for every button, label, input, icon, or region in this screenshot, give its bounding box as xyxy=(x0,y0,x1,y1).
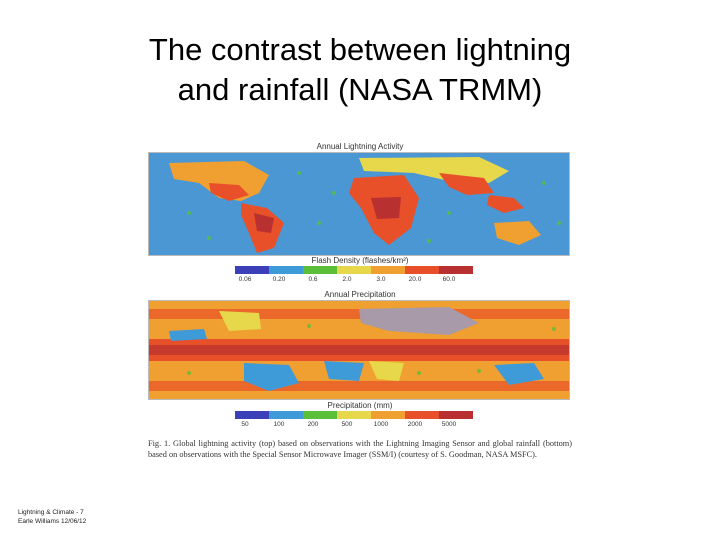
footer-line-1: Lightning & Climate - 7 xyxy=(18,509,84,516)
colorbar-segment xyxy=(405,411,439,419)
colorbar-tick: 2.0 xyxy=(342,276,352,283)
colorbar-tick: 60.0 xyxy=(442,276,456,283)
colorbar-tick: 3.0 xyxy=(376,276,386,283)
colorbar-tick: 5000 xyxy=(441,421,457,428)
precipitation-map xyxy=(148,300,570,400)
colorbar-tick: 50 xyxy=(241,421,249,428)
figure-caption: Fig. 1. Global lightning activity (top) … xyxy=(148,439,572,459)
colorbar-segment xyxy=(235,411,269,419)
colorbar-segment xyxy=(269,266,303,274)
colorbar-tick: 200 xyxy=(307,421,319,428)
colorbar-tick: 500 xyxy=(341,421,353,428)
colorbar-segment xyxy=(371,266,405,274)
colorbar-segment xyxy=(303,266,337,274)
precipitation-axis-label: Precipitation (mm) xyxy=(327,401,393,410)
precipitation-map-title: Annual Precipitation xyxy=(324,290,396,299)
figure: Annual Lightning Activity xyxy=(140,136,580,486)
lightning-colorbar-ticks: 0.06 0.20 0.6 2.0 3.0 20.0 60.0 xyxy=(228,276,466,283)
colorbar-tick: 2000 xyxy=(407,421,423,428)
slide-title-line-1: The contrast between lightning xyxy=(148,32,572,67)
colorbar-segment xyxy=(405,266,439,274)
colorbar-segment xyxy=(269,411,303,419)
slide-title: The contrast between lightning and rainf… xyxy=(0,30,720,110)
colorbar-segment xyxy=(337,266,371,274)
lightning-axis-label: Flash Density (flashes/km²) xyxy=(311,256,409,265)
colorbar-segment xyxy=(439,411,473,419)
slide-title-line-2: and rainfall (NASA TRMM) xyxy=(177,72,543,107)
colorbar-segment xyxy=(303,411,337,419)
colorbar-tick: 100 xyxy=(273,421,285,428)
footer-line-2: Earle Williams 12/06/12 xyxy=(18,518,87,525)
colorbar-tick: 0.20 xyxy=(272,276,286,283)
colorbar-segment xyxy=(337,411,371,419)
lightning-map xyxy=(148,152,570,256)
colorbar-tick: 1000 xyxy=(373,421,389,428)
slide-footer: Lightning & Climate - 7 Earle Williams 1… xyxy=(18,508,86,526)
colorbar-tick: 20.0 xyxy=(408,276,422,283)
colorbar-tick: 0.06 xyxy=(238,276,252,283)
lightning-colorbar xyxy=(235,266,473,274)
lightning-map-title: Annual Lightning Activity xyxy=(316,142,404,151)
colorbar-segment xyxy=(235,266,269,274)
precipitation-colorbar xyxy=(235,411,473,419)
colorbar-segment xyxy=(439,266,473,274)
precipitation-colorbar-ticks: 50 100 200 500 1000 2000 5000 xyxy=(228,421,466,428)
colorbar-segment xyxy=(371,411,405,419)
colorbar-tick: 0.6 xyxy=(308,276,318,283)
